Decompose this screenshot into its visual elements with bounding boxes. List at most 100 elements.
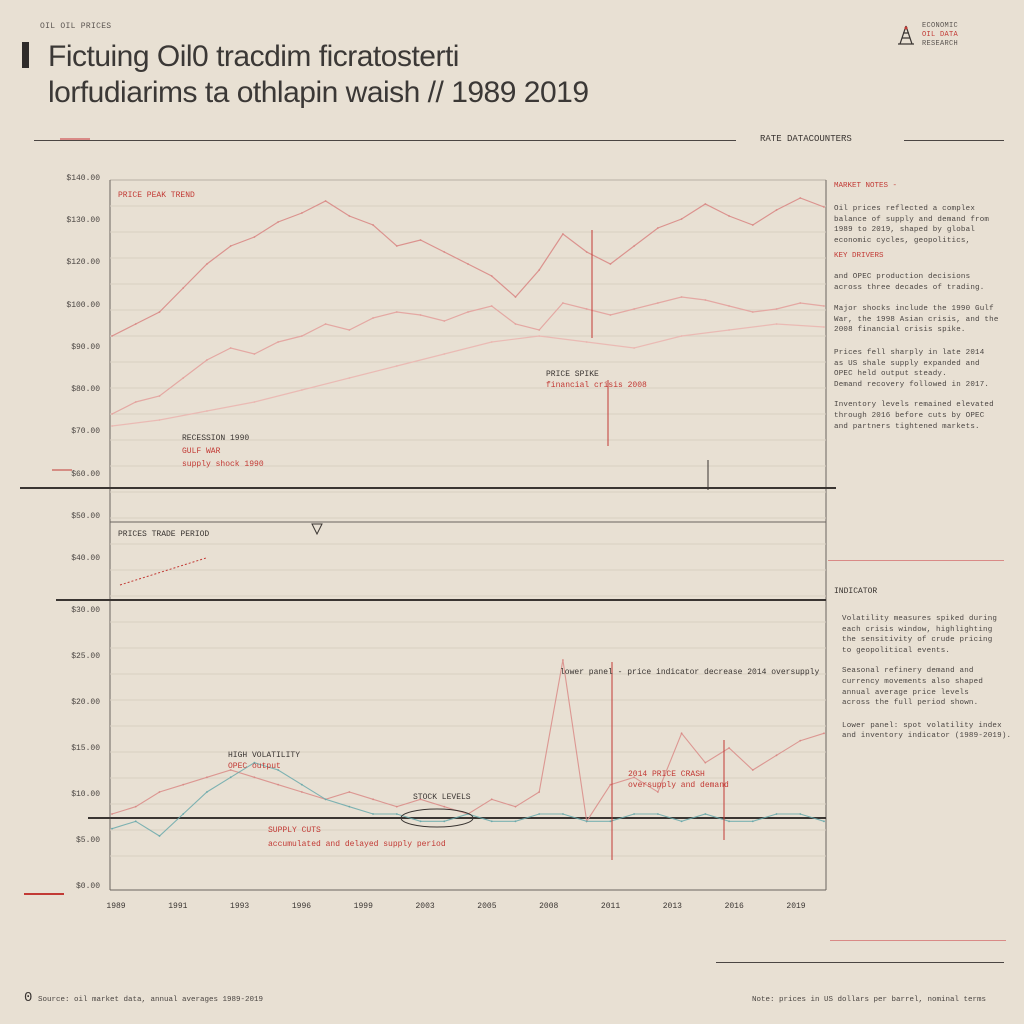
data-point (443, 320, 446, 322)
sidebar-line: OPEC held output steady. (834, 370, 947, 379)
x-tick-label: 1993 (230, 902, 250, 911)
sidebar-line: Inventory levels remained elevated (834, 401, 994, 410)
data-point (538, 813, 541, 815)
sidebar-block-5: Volatility measures spiked during each cr… (842, 614, 1008, 656)
data-point (443, 251, 446, 253)
sidebar-line: 2008 financial crisis spike. (834, 326, 966, 335)
data-point (633, 776, 636, 779)
sidebar-line: the sensitivity of crude pricing (842, 636, 993, 645)
annotation-a3-sub: financial crisis 2008 (546, 381, 647, 390)
sidebar-line: as US shale supply expanded and (834, 359, 980, 368)
data-point (443, 820, 446, 823)
y-tick-label: $120.00 (66, 258, 100, 268)
data-point (229, 776, 232, 779)
data-point (538, 335, 541, 337)
data-point (111, 413, 113, 415)
section-rule-tick (60, 138, 90, 140)
sidebar-block-4: Inventory levels remained elevated throug… (834, 400, 1006, 432)
data-point (751, 769, 754, 771)
data-point (300, 212, 303, 214)
data-point (609, 783, 612, 786)
y-tick-label: $70.00 (71, 427, 100, 437)
sidebar-line: Prices fell sharply in late 2014 (834, 348, 985, 357)
data-point (182, 813, 185, 815)
data-point (514, 820, 517, 823)
sidebar-block-3: Prices fell sharply in late 2014 as US sh… (834, 348, 1006, 390)
data-point (775, 813, 778, 815)
data-point (277, 341, 280, 343)
data-point (348, 377, 351, 379)
data-point (348, 215, 351, 217)
data-point (395, 813, 398, 815)
y-tick-label: $25.00 (71, 652, 100, 661)
sidebar-line: and inventory indicator (1989-2019). (842, 732, 1012, 741)
sidebar-line: War, the 1998 Asian crisis, and the (834, 315, 999, 324)
data-point (799, 302, 802, 304)
y-tick-label: $90.00 (71, 342, 100, 352)
data-point (372, 317, 374, 319)
data-point (585, 341, 588, 343)
data-point (633, 813, 636, 815)
sidebar-line: and partners tightened markets. (834, 422, 980, 431)
sidebar-line: Lower panel: spot volatility index (842, 721, 1002, 730)
x-tick-label: 2003 (415, 902, 435, 911)
data-point (419, 820, 422, 823)
logo-text-line: RESEARCH (922, 40, 959, 48)
data-point (253, 353, 256, 355)
data-point (300, 791, 303, 793)
annotation-a8-title: SUPPLY CUTS (268, 826, 321, 835)
data-point (395, 311, 398, 313)
y-tick-label: $130.00 (66, 216, 100, 226)
data-point (324, 798, 327, 801)
data-point (490, 820, 493, 823)
footer-left-text: Source: oil market data, annual averages… (38, 996, 264, 1004)
data-point (680, 732, 683, 735)
sidebar-block-6: Seasonal refinery demand and currency mov… (842, 666, 1008, 708)
data-point (206, 263, 208, 265)
data-point (775, 323, 778, 325)
data-point (633, 308, 636, 310)
data-point (443, 353, 446, 355)
sidebar-block-2: and OPEC production decisions across thre… (834, 272, 1006, 336)
logo-text-line: ECONOMIC (922, 22, 959, 30)
annotation-a8-sub: accumulated and delayed supply period (268, 840, 446, 849)
series-layer (111, 197, 825, 837)
data-point (490, 275, 493, 277)
data-point (111, 827, 113, 830)
title-line2-text: lorfudiarims ta othlapin waish // 1989 (48, 76, 516, 109)
annotation-a9-title: 2014 PRICE CRASH (628, 770, 705, 779)
callout-ellipse (400, 808, 474, 828)
data-point (229, 347, 232, 349)
data-point (514, 296, 517, 298)
data-point (182, 287, 185, 289)
data-point (538, 791, 541, 793)
data-point (704, 761, 707, 764)
data-point (656, 791, 659, 793)
data-point (751, 224, 754, 226)
data-point (206, 410, 208, 412)
sidebar-line: currency movements also shaped (842, 677, 984, 686)
data-point (395, 245, 398, 247)
annotation-a5: lower panel - price indicator decrease 2… (560, 668, 820, 677)
trend-arrow (119, 557, 207, 586)
data-point (514, 323, 517, 325)
data-point (490, 305, 493, 307)
data-point (443, 805, 446, 808)
data-point (419, 239, 422, 241)
annotation-a1-sub2: supply shock 1990 (182, 460, 264, 469)
x-tick-label: 1996 (291, 902, 312, 911)
data-point (823, 326, 825, 328)
x-tick-label: 2016 (724, 902, 744, 911)
data-point (775, 308, 778, 310)
y-tick-label: $50.00 (71, 511, 100, 521)
data-point (253, 761, 256, 764)
page-title-line1: Fictuing Oil0 tracdim ficratosterti (48, 40, 459, 73)
data-point (562, 813, 564, 815)
footer-mark: 0 (24, 990, 33, 1006)
title-year: 2019 (523, 76, 589, 109)
data-point (562, 233, 564, 235)
data-point (538, 329, 541, 331)
data-point (799, 739, 802, 742)
data-point (799, 813, 802, 815)
data-point (111, 425, 113, 427)
